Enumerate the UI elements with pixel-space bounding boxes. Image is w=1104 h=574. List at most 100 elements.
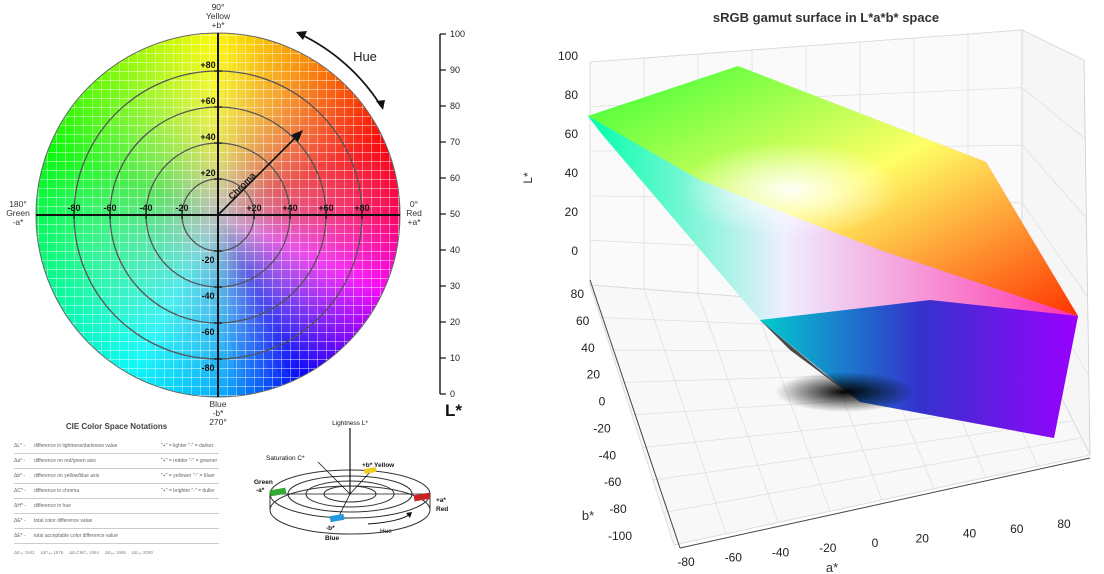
notation-sym: ΔC* -: [14, 488, 26, 494]
b-tick-label: -80: [201, 363, 214, 373]
b-tick-label-3d: -100: [608, 529, 632, 543]
plot-tick-labels: 100 80 60 40 20 0 80 60 40 20 0 -20 -40 -60 -80 -100 -80…: [558, 49, 1071, 569]
black-point-shade: [775, 372, 915, 412]
notation-hint: "+" = brighter "-" = duller: [161, 488, 215, 494]
plot-title: sRGB gamut surface in L*a*b* space: [713, 10, 939, 25]
b-tick-label-3d: 80: [571, 287, 585, 301]
l-tick-label: 60: [565, 127, 579, 141]
notation-desc: difference in lightness/darkness value: [34, 443, 118, 449]
blue-text: Blue: [325, 535, 339, 542]
l-axis-label: L*: [521, 172, 535, 184]
cie-notation-table: CIE Color Space Notations ΔL* - differenc…: [14, 418, 219, 556]
a-axis-line-3d: [679, 457, 1091, 549]
hue-small-text: Hue: [380, 528, 392, 535]
top-direction-label: 90° Yellow +b*: [206, 2, 231, 30]
notation-row: ΔE* - total color difference value: [14, 514, 219, 529]
lightness-tick-label: 90: [450, 65, 460, 75]
b-tick-label: +80: [200, 60, 215, 70]
notation-hint: "+" = redder "-" = greener: [161, 458, 218, 464]
red-axis-text: +a*: [436, 497, 446, 504]
notation-row: ΔH* - difference in hue: [14, 499, 219, 514]
a-tick-label: +80: [354, 203, 369, 213]
a-tick-label-3d: -80: [677, 555, 695, 569]
lightness-tick-label: 10: [450, 353, 460, 363]
blue-swatch: [329, 513, 345, 523]
chroma-arrow: [217, 134, 299, 216]
gamut-surface: [588, 66, 1078, 438]
notation-footer-item: ΔE₀₀ 2000: [131, 550, 153, 555]
a-tick-label: -20: [175, 203, 188, 213]
a-tick-label-3d: -20: [819, 541, 837, 555]
a-tick-label: +20: [246, 203, 261, 213]
svg-text:Yellow: Yellow: [206, 11, 231, 21]
b-tick-label: +60: [200, 96, 215, 106]
notation-desc: difference on red/green axis: [34, 458, 96, 464]
hue-label: Hue: [353, 49, 377, 64]
chroma-arrowhead: [291, 130, 303, 142]
b-tick-label: -60: [201, 327, 214, 337]
l-tick-label: 40: [565, 166, 579, 180]
a-tick-label-3d: -40: [772, 546, 790, 560]
notation-footer-item: ΔE*₉₄ 1976: [40, 550, 64, 555]
a-tick-label-3d: 40: [963, 527, 977, 541]
lab-color-wheel: -80 -60 -40 -20 +20 +40 +60 +80 +80 +60 +40 +20 -20…: [6, 2, 422, 427]
svg-text:180°: 180°: [9, 199, 27, 209]
l-tick-label: 20: [565, 205, 579, 219]
b-tick-label-3d: -20: [593, 421, 611, 435]
red-swatch: [413, 492, 431, 502]
a-tick-label: +60: [318, 203, 333, 213]
notation-footer-item: ΔE₉₄ 1995: [105, 550, 126, 555]
green-text: Green: [254, 479, 273, 486]
notation-sym: ΔE* -: [14, 533, 26, 539]
a-tick-label: -60: [103, 203, 116, 213]
b-tick-label: -20: [201, 255, 214, 265]
notation-desc: total color difference value: [34, 518, 93, 524]
b-tick-label: -40: [201, 291, 214, 301]
notation-footer-item: ΔE₇₆ 1942: [14, 550, 35, 555]
notation-sym: Δb* -: [14, 473, 26, 479]
red-text: Red: [436, 506, 448, 513]
lightness-tick-label: 50: [450, 209, 460, 219]
notation-desc: difference in hue: [34, 503, 71, 509]
b-tick-label-3d: 60: [576, 314, 590, 328]
yellow-text: +b* Yellow: [362, 462, 395, 469]
b-tick-label-3d: 40: [581, 341, 595, 355]
svg-text:Green: Green: [6, 208, 30, 218]
svg-text:+a*: +a*: [408, 217, 422, 227]
b-tick-label: +20: [200, 168, 215, 178]
a-axis-ticks: -80 -60 -40 -20 +20 +40 +60 +80: [67, 203, 370, 219]
a-tick-label: -40: [139, 203, 152, 213]
a-tick-label-3d: 80: [1057, 517, 1071, 531]
svg-text:-a*: -a*: [13, 217, 25, 227]
b-axis-line-3d: [589, 279, 681, 549]
b-tick-label-3d: 20: [587, 368, 601, 382]
svg-text:Blue: Blue: [209, 399, 226, 409]
lightness-tick-label: 20: [450, 317, 460, 327]
lightness-tick-label: 60: [450, 173, 460, 183]
lightness-tick-label: 30: [450, 281, 460, 291]
notation-row: Δa* - difference on red/green axis "+" = r…: [14, 454, 219, 469]
notation-title: CIE Color Space Notations: [65, 422, 168, 431]
a-tick-label-3d: 60: [1010, 522, 1024, 536]
notation-hint: "+" = yellower "-" = bluer: [161, 473, 215, 479]
blue-axis-text: -b*: [326, 525, 335, 532]
a-tick-label: +40: [282, 203, 297, 213]
notation-sym: Δa* -: [14, 458, 26, 464]
svg-text:0°: 0°: [410, 199, 418, 209]
notation-row: ΔL* - difference in lightness/darkness va…: [14, 439, 219, 454]
notation-row: ΔC* - difference in chroma "+" = brighter …: [14, 484, 219, 499]
lightness-tick-label: 100: [450, 29, 465, 39]
notation-row: ΔE* - total acceptable color difference v…: [14, 529, 219, 544]
notation-hint: "+" = lighter "-" = darker: [161, 443, 214, 449]
hue-arrowhead-end: [376, 100, 385, 110]
notation-sym: ΔL* -: [14, 443, 26, 449]
lightness-axis-label: L*: [445, 401, 462, 420]
right-direction-label: 0° Red +a*: [406, 199, 422, 227]
l-tick-label: 80: [565, 88, 579, 102]
a-tick-label-3d: 0: [872, 536, 879, 550]
green-swatch: [269, 487, 287, 497]
notation-row: Δb* - difference on yellow/blue axis "+" =…: [14, 469, 219, 484]
